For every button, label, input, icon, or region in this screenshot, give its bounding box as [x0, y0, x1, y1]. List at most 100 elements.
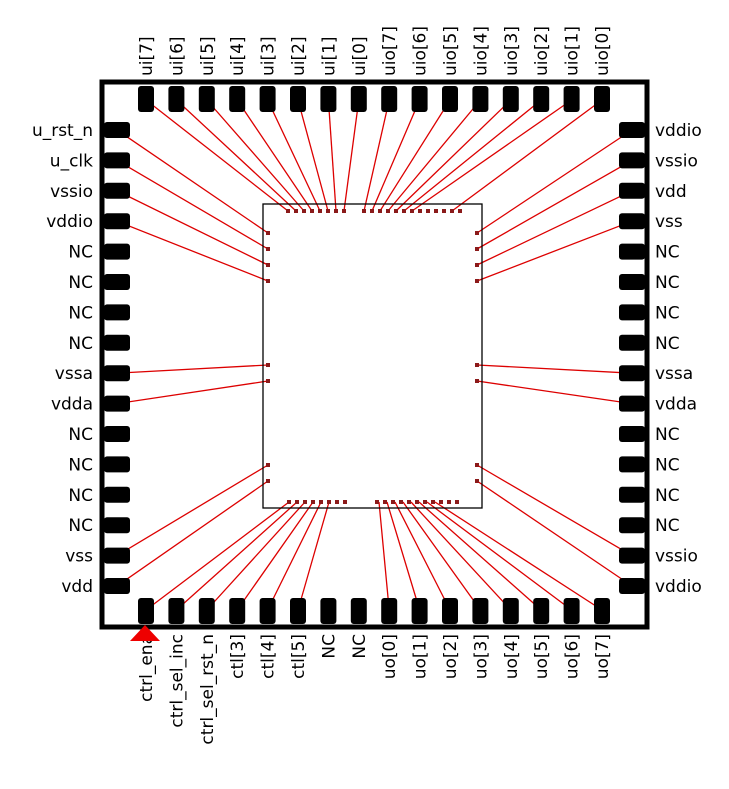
package-pin: [502, 86, 519, 112]
pin1-marker-icon: [130, 625, 160, 641]
package-pin: [259, 598, 276, 624]
right-pin-label: NC: [655, 516, 680, 536]
die-pad: [266, 363, 270, 367]
package-pin: [619, 274, 645, 290]
bond-wire: [410, 501, 512, 611]
bond-wire: [378, 501, 390, 611]
right-pin-label: vss: [655, 212, 683, 232]
package-pin: [619, 456, 645, 473]
bond-wire: [297, 501, 330, 611]
bottom-pin-label: uo[2]: [441, 634, 461, 679]
bottom-pin-label: ctl[5]: [289, 634, 309, 679]
die-pad: [383, 500, 387, 504]
die-pad: [442, 209, 446, 213]
die-pad: [378, 209, 382, 213]
bond-wire: [476, 220, 633, 282]
package-pin: [229, 598, 246, 624]
bottom-pin-label: NC: [350, 634, 370, 659]
package-pin: [619, 365, 645, 382]
die-pad: [370, 209, 374, 213]
die-pad: [458, 209, 462, 213]
package-pin: [502, 598, 519, 624]
left-pin-label: vssio: [50, 182, 93, 202]
bottom-pin-label: uo[7]: [593, 634, 613, 679]
package-pin: [320, 86, 337, 112]
bond-wire: [116, 380, 269, 405]
package-pin: [442, 598, 458, 624]
top-pin-label: uio[5]: [441, 26, 461, 76]
bond-wire: [395, 99, 512, 212]
left-pin-label: NC: [68, 486, 93, 506]
bond-wire: [379, 99, 451, 212]
left-pin-label: u_clk: [50, 151, 93, 171]
package-pin: [104, 334, 130, 351]
package-pin: [350, 598, 367, 624]
top-pin-label: ui[0]: [350, 36, 370, 76]
right-pin-label: NC: [655, 273, 680, 293]
right-pin-label: vssa: [655, 364, 693, 384]
left-pin-label: NC: [68, 273, 93, 293]
die-pad: [334, 209, 338, 213]
die-pad: [450, 209, 454, 213]
die-pad: [394, 209, 398, 213]
package-pin: [619, 243, 645, 260]
package-outline: [99, 79, 650, 630]
die-pad: [399, 500, 403, 504]
package-pin: [594, 598, 610, 624]
bond-wire: [476, 190, 633, 266]
bottom-pin-label: uo[1]: [411, 634, 431, 679]
bottom-pin-label: ctrl_sel_rst_n: [198, 634, 218, 745]
die-pad: [386, 209, 390, 213]
die-pad: [319, 500, 323, 504]
left-pin-label: vdda: [51, 395, 93, 415]
die-pad: [362, 209, 366, 213]
die-pad: [402, 209, 406, 213]
die-pad: [447, 500, 451, 504]
package-pin: [229, 86, 246, 112]
top-pin-label: ui[4]: [228, 36, 248, 76]
die-pad: [423, 500, 427, 504]
top-pin-label: ui[5]: [198, 36, 218, 76]
package-pin: [138, 598, 154, 624]
package-pin: [619, 547, 645, 564]
left-pin-label: NC: [68, 303, 93, 323]
bond-wire: [371, 99, 421, 212]
left-pin-label: u_rst_n: [32, 121, 93, 141]
bond-wire: [116, 480, 269, 587]
package-pin: [104, 365, 130, 382]
package-pin: [619, 152, 645, 169]
package-pin: [198, 86, 215, 112]
package-pin: [381, 86, 398, 112]
right-pin-label: NC: [655, 486, 680, 506]
die-pad: [375, 500, 379, 504]
package-pin: [619, 486, 645, 503]
package-pin: [104, 547, 130, 564]
bond-wire: [411, 99, 572, 212]
left-pin-label: NC: [68, 516, 93, 536]
package-pin: [104, 152, 130, 169]
bond-wire: [116, 159, 269, 250]
bond-wire: [116, 129, 269, 234]
die-pad: [295, 500, 299, 504]
bond-wire: [116, 220, 269, 282]
top-pin-label: uio[6]: [411, 26, 431, 76]
bond-wire: [343, 99, 360, 212]
package-pin: [104, 517, 130, 534]
package-pin: [168, 86, 185, 112]
top-pin-label: uio[1]: [563, 26, 583, 76]
die-pad: [266, 263, 270, 267]
package-pin: [442, 86, 458, 112]
bond-wire: [476, 159, 633, 250]
package-pin: [104, 426, 130, 442]
top-pin-label: ui[6]: [167, 36, 187, 76]
top-pin-label: uio[7]: [380, 26, 400, 76]
package-pin: [198, 598, 215, 624]
die-pad: [266, 479, 270, 483]
package-pin: [619, 304, 645, 321]
left-pin-label: NC: [68, 334, 93, 354]
package-pin: [290, 86, 306, 112]
bond-wire: [476, 480, 633, 587]
die-pad: [287, 500, 291, 504]
package-pin: [619, 426, 645, 442]
